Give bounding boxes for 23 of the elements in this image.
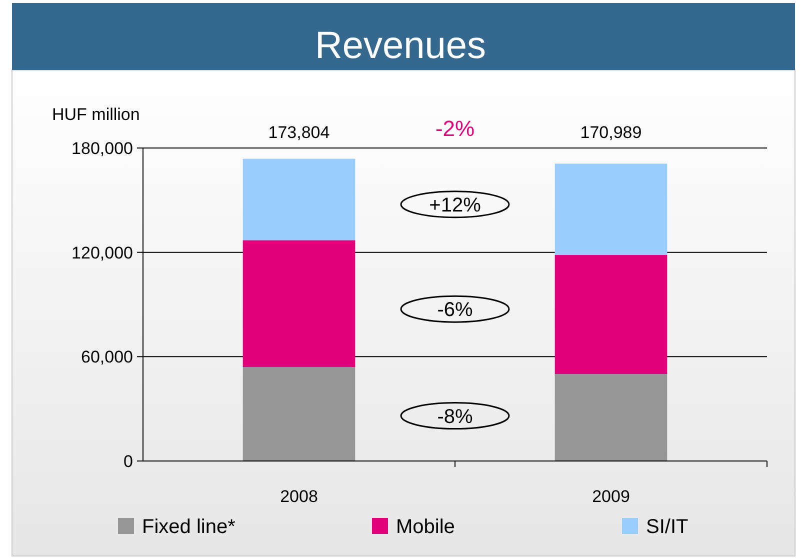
x-tick-label: 2008	[280, 487, 318, 506]
text: -2%	[435, 116, 475, 141]
y-tick-label: 180,000	[72, 138, 133, 158]
bar	[554, 254, 668, 374]
bar	[242, 240, 356, 368]
y-tick-label: 0	[124, 452, 133, 471]
bar	[242, 158, 356, 240]
annotation: +12%	[429, 194, 482, 216]
y-axis-title: HUF million	[52, 105, 140, 124]
bar	[242, 367, 356, 461]
chart-title: Revenues	[314, 25, 486, 67]
bar	[554, 164, 668, 255]
legend-label: Mobile	[396, 516, 455, 538]
bar	[554, 374, 668, 461]
legend-label: SI/IT	[646, 516, 688, 538]
y-tick-label: 60,000	[81, 348, 133, 367]
total-label: 173,804	[268, 123, 330, 142]
annotation: -6%	[437, 299, 473, 322]
x-tick-label: 2009	[592, 487, 630, 506]
annotation: -8%	[437, 406, 473, 428]
legend-label: Fixed line*	[142, 516, 236, 538]
total-label: 170,989	[580, 123, 642, 142]
y-tick-label: 120,000	[72, 243, 133, 262]
